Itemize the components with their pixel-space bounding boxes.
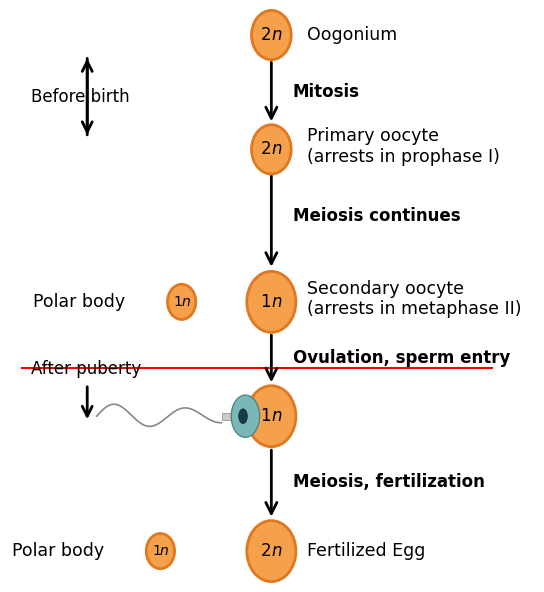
Text: Ovulation, sperm entry: Ovulation, sperm entry [293, 349, 510, 366]
Text: 1: 1 [261, 407, 271, 425]
Text: Mitosis: Mitosis [293, 83, 360, 101]
Text: n: n [181, 295, 190, 309]
Text: n: n [272, 293, 282, 311]
Text: 1: 1 [174, 295, 182, 309]
Text: Secondary oocyte
(arrests in metaphase II): Secondary oocyte (arrests in metaphase I… [307, 279, 521, 318]
Text: After puberty: After puberty [30, 360, 141, 378]
Text: n: n [272, 407, 282, 425]
Circle shape [146, 533, 175, 569]
Text: n: n [160, 544, 169, 558]
Text: 2: 2 [261, 542, 271, 560]
Text: 2: 2 [261, 140, 271, 159]
Text: Polar body: Polar body [11, 542, 104, 560]
Text: Before birth: Before birth [30, 88, 129, 105]
Text: 2: 2 [261, 26, 271, 44]
Text: 1: 1 [152, 544, 161, 558]
Text: Meiosis, fertilization: Meiosis, fertilization [293, 473, 485, 491]
Circle shape [251, 125, 291, 174]
Circle shape [251, 11, 291, 60]
Text: n: n [272, 26, 282, 44]
Text: n: n [272, 542, 282, 560]
Circle shape [247, 271, 296, 332]
Text: Oogonium: Oogonium [307, 26, 397, 44]
Circle shape [247, 520, 296, 581]
FancyBboxPatch shape [222, 413, 242, 420]
Circle shape [168, 284, 196, 320]
Text: Primary oocyte
(arrests in prophase I): Primary oocyte (arrests in prophase I) [307, 127, 499, 166]
Text: Meiosis continues: Meiosis continues [293, 207, 460, 225]
Ellipse shape [231, 395, 259, 437]
Text: Polar body: Polar body [33, 293, 125, 311]
Ellipse shape [239, 409, 248, 423]
Circle shape [247, 386, 296, 447]
Text: n: n [272, 140, 282, 159]
Text: 1: 1 [261, 293, 271, 311]
Text: Fertilized Egg: Fertilized Egg [307, 542, 425, 560]
